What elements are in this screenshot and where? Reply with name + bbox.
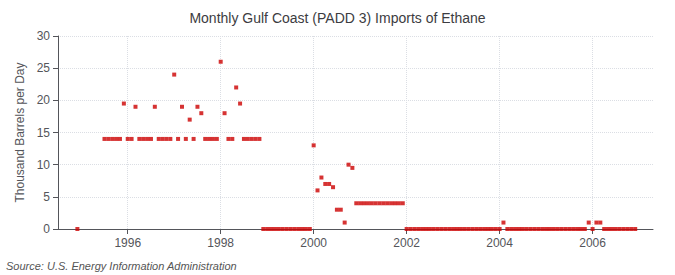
svg-text:10: 10 xyxy=(37,158,51,172)
svg-text:1998: 1998 xyxy=(207,236,234,250)
svg-text:20: 20 xyxy=(37,93,51,107)
svg-text:Source: U.S. Energy Informatio: Source: U.S. Energy Information Administ… xyxy=(6,260,237,272)
svg-text:0: 0 xyxy=(43,222,50,236)
svg-text:2002: 2002 xyxy=(393,236,420,250)
svg-text:2000: 2000 xyxy=(300,236,327,250)
svg-text:2006: 2006 xyxy=(579,236,606,250)
svg-text:2004: 2004 xyxy=(486,236,513,250)
svg-text:Thousand Barrels per Day: Thousand Barrels per Day xyxy=(13,62,27,202)
svg-text:Monthly Gulf Coast (PADD 3) Im: Monthly Gulf Coast (PADD 3) Imports of E… xyxy=(189,10,485,26)
svg-text:30: 30 xyxy=(37,29,51,43)
svg-text:15: 15 xyxy=(37,126,51,140)
svg-text:1996: 1996 xyxy=(114,236,141,250)
svg-text:5: 5 xyxy=(43,190,50,204)
svg-text:25: 25 xyxy=(37,61,51,75)
